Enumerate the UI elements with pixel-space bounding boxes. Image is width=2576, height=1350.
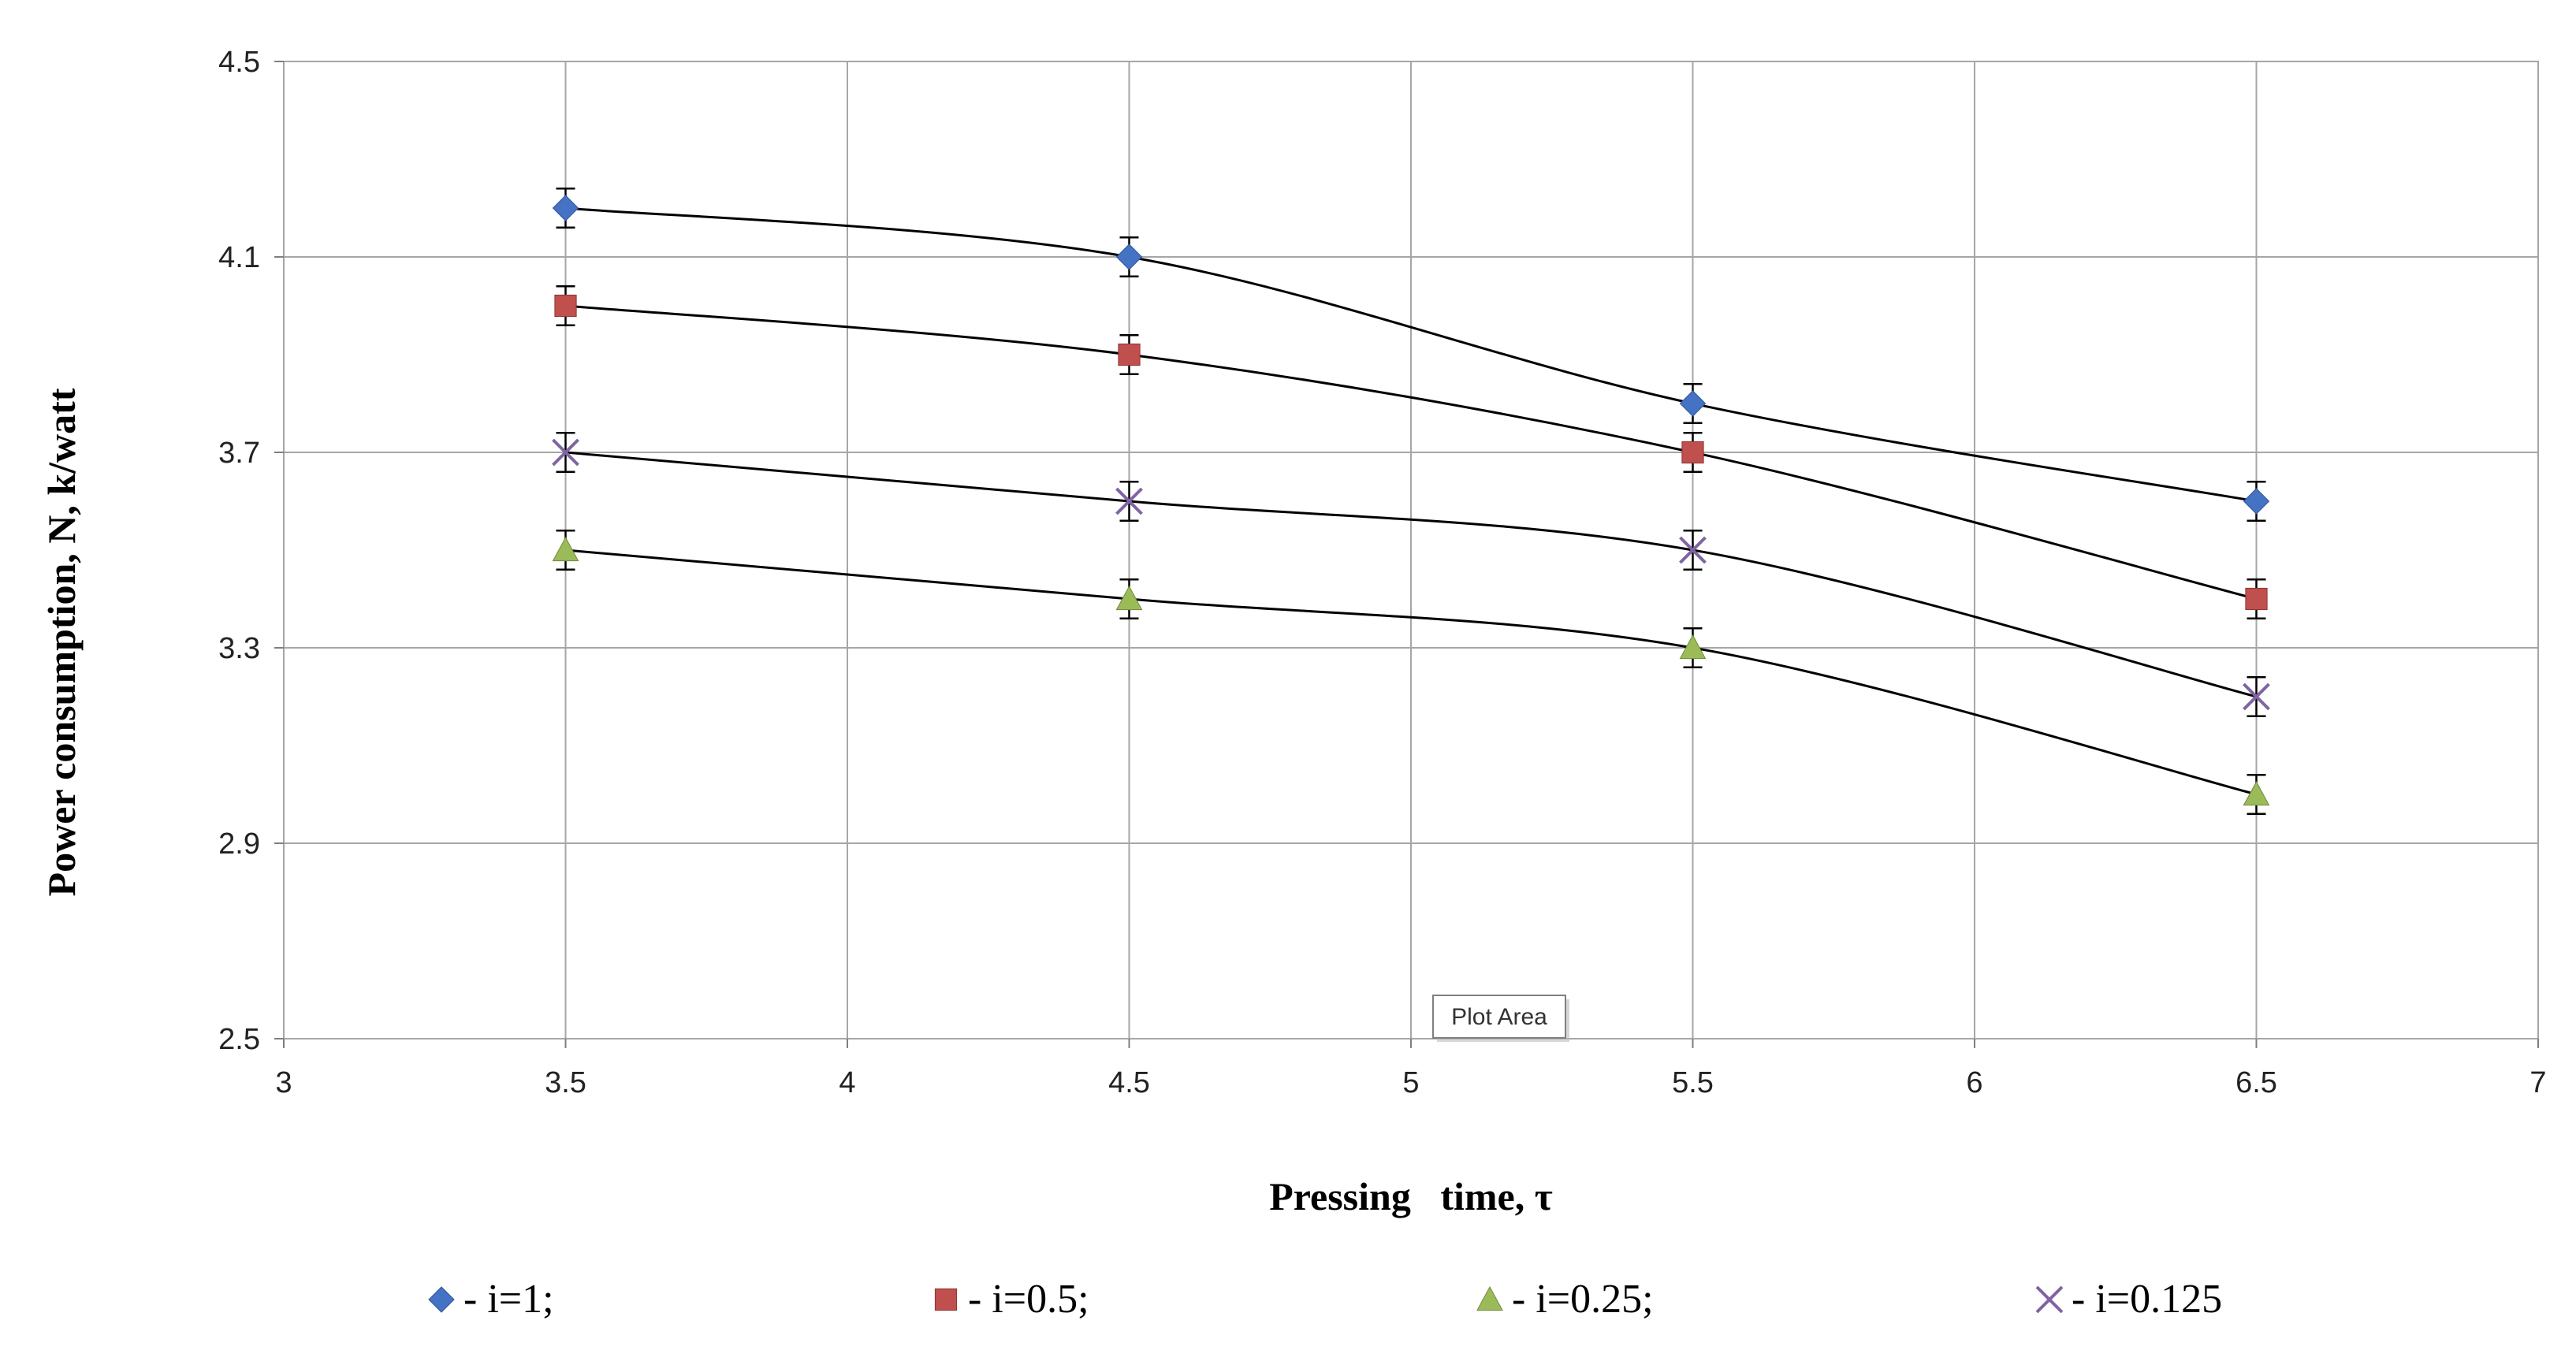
data-point-i=0.5 [1681,441,1704,464]
x-tick-label: 7 [2529,1066,2546,1099]
legend-item-i=0.125: - i=0.125 [2035,1277,2222,1322]
x-tick-label: 5 [1402,1066,1419,1099]
legend-item-i=0.5: - i=0.5; [934,1277,1089,1322]
x-tick-label: 3.5 [545,1066,586,1099]
data-point-i=1 [552,195,579,221]
x-tick-label: 5.5 [1672,1066,1714,1099]
data-point-i=0.125 [1679,536,1707,564]
x-tick-labels: 3 3.5 4 4.5 5 5.5 6 6.5 7 [275,1039,2547,1099]
y-tick-label: 3.3 [218,632,260,665]
legend-label: - i=0.5; [968,1277,1089,1322]
y-tick-label: 4.1 [218,241,260,274]
trend-line-i=0.25 [565,549,2257,796]
x-tick-label: 4.5 [1108,1066,1150,1099]
data-point-i=0.25 [1679,634,1707,660]
y-tick-label: 4.5 [218,46,260,79]
legend-label: - i=0.25; [1512,1277,1654,1322]
x-tick-label: 6 [1966,1066,1982,1099]
trend-line-i=0.125 [565,451,2257,698]
trend-line-i=1 [565,206,2257,503]
legend-item-i=1: - i=1; [428,1277,554,1322]
data-point-i=0.125 [1115,487,1143,515]
x-tick-label: 6.5 [2235,1066,2277,1099]
legend-label: - i=0.125 [2072,1277,2222,1322]
data-point-i=0.125 [552,438,579,467]
y-tick-label: 2.5 [218,1023,260,1056]
y-axis-title: Power consumption, N, k/watt [39,388,84,896]
trend-line-i=0.5 [565,304,2257,601]
tooltip-text: Plot Area [1451,1004,1547,1030]
legend-marker-i=1 [428,1286,455,1313]
data-point-i=0.5 [2245,587,2268,611]
data-point-i=0.5 [1118,343,1141,366]
y-tick-label: 2.9 [218,827,260,861]
x-tick-label: 4 [839,1066,855,1099]
legend-marker-i=0.5 [934,1288,958,1311]
legend-marker-i=0.25 [1476,1285,1503,1311]
data-point-i=0.25 [2243,780,2270,806]
legend-marker-i=0.125 [2035,1285,2064,1314]
data-point-i=0.25 [1115,585,1143,611]
data-point-i=0.25 [552,536,579,562]
x-axis-title: Pressing time, τ [1269,1174,1553,1218]
data-point-i=1 [1679,390,1707,417]
legend-label: - i=1; [463,1277,554,1322]
data-point-i=1 [2243,488,2270,515]
data-point-i=0.5 [554,294,577,318]
data-point-i=1 [1115,244,1143,270]
legend-item-i=0.25: - i=0.25; [1476,1277,1654,1322]
x-tick-label: 3 [275,1066,292,1099]
plot-area-tooltip: Plot Area [1432,995,1569,1042]
data-point-i=0.125 [2243,682,2270,711]
grid-lines [284,61,2538,1039]
trend-lines [565,206,2257,796]
data-markers [552,195,2270,806]
y-tick-labels: 2.5 2.9 3.3 3.7 4.1 4.5 [218,46,284,1056]
y-tick-label: 3.7 [218,437,260,470]
legend: - i=1; - i=0.5; - i=0.25; - i=0.125 [428,1277,2222,1322]
